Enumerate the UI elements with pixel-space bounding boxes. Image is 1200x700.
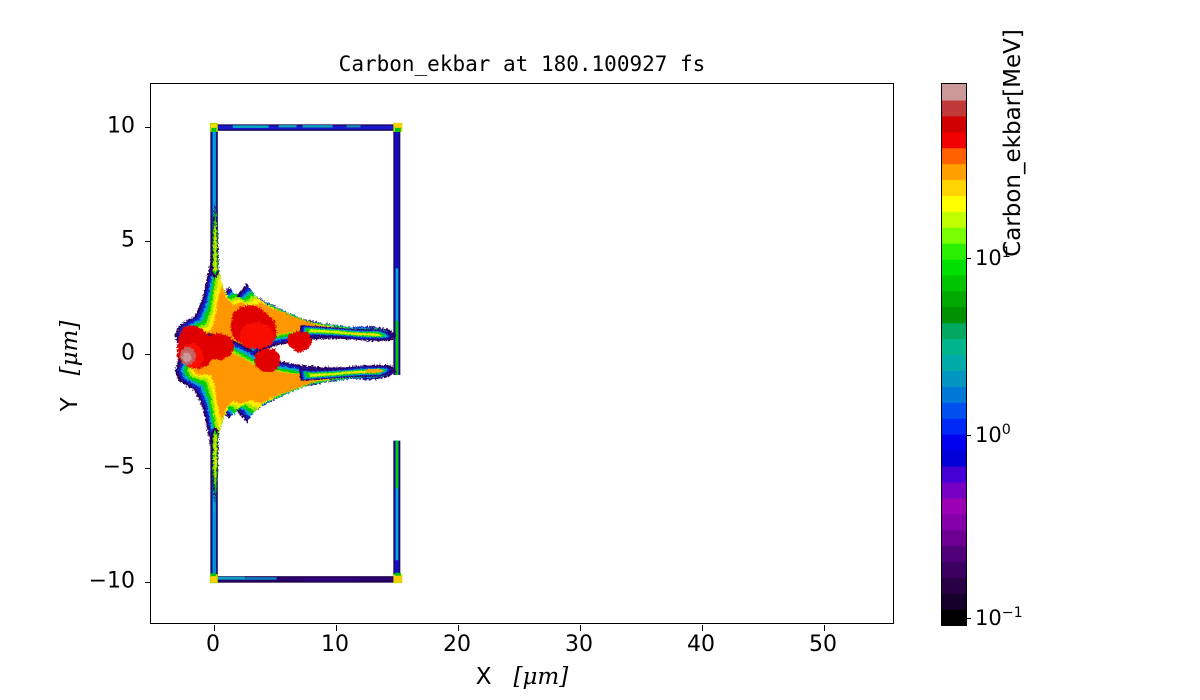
colorbar-label: Carbon_ekbar[MeV] [1000, 0, 1026, 353]
colorbar-band [942, 418, 966, 435]
xtick-label-20: 20 [443, 632, 471, 657]
colorbar-band [942, 449, 966, 467]
corner-hotspots [209, 122, 403, 584]
y-axis-label-unit: [μm] [57, 320, 83, 376]
xtick-mark-0 [214, 625, 216, 631]
ytick-label-n10: −10 [88, 568, 135, 594]
xtick-label-30: 30 [565, 632, 593, 657]
xtick-label-0: 0 [206, 632, 220, 657]
x-axis-label-text: X [475, 664, 492, 690]
ytick-mark-5 [145, 241, 151, 243]
colorbar-label-text: Carbon_ekbar [1000, 96, 1026, 257]
ytick-label-n5: −5 [102, 454, 135, 480]
plot-axes-frame [145, 83, 894, 631]
colorbar-band [942, 227, 966, 244]
colorbar-tick-label-10e0: 100 [975, 422, 1011, 447]
colorbar-band [942, 593, 966, 610]
colorbar-label-unit: [MeV] [1000, 29, 1026, 97]
xtick-label-40: 40 [687, 632, 715, 657]
ytick-label-5: 5 [121, 227, 135, 253]
colorbar-band [942, 322, 966, 340]
target-top-wall [212, 124, 399, 131]
colorbar-band [942, 179, 966, 196]
ytick-label-0: 0 [121, 340, 135, 366]
xtick-mark-50 [824, 625, 826, 631]
colorbar-band [942, 115, 966, 133]
colorbar-band [942, 545, 966, 562]
colorbar-band [942, 465, 966, 483]
heatmap-plot-area [174, 122, 403, 584]
upper-jet [298, 325, 395, 341]
colorbar-band [942, 195, 966, 212]
colorbar-tick-label-10en1: 10−1 [975, 605, 1023, 630]
y-axis-label: Y [μm] [57, 286, 83, 446]
colorbar-band [942, 99, 966, 117]
colorbar-band [942, 147, 966, 165]
colorbar-band [942, 402, 966, 419]
colorbar-tick-mark-10e1 [966, 258, 971, 260]
colorbar-band [942, 243, 966, 260]
target-right-wall-upper [393, 126, 401, 375]
colorbar-band [942, 338, 966, 356]
colorbar-band [942, 274, 966, 292]
colorbar-band [942, 513, 966, 531]
colorbar-band [942, 306, 966, 324]
ytick-mark-n5 [145, 468, 151, 470]
target-bottom-wall [212, 576, 399, 583]
ytick-label-10: 10 [107, 113, 135, 139]
x-axis-label-unit: [μm] [513, 664, 569, 690]
xtick-mark-30 [580, 625, 582, 631]
colorbar-band [942, 354, 966, 372]
colorbar-band [942, 577, 966, 594]
page-title: Carbon_ekbar at 180.100927 fs [338, 52, 706, 76]
colorbar-tick-mark-10e0 [966, 435, 971, 437]
colorbar-band [942, 497, 966, 515]
target-right-wall-lower [393, 440, 401, 581]
colorbar-band [942, 370, 966, 387]
xtick-mark-10 [336, 625, 338, 631]
xtick-mark-40 [702, 625, 704, 631]
colorbar-gradient [941, 83, 967, 626]
xtick-label-10: 10 [321, 632, 349, 657]
xtick-mark-20 [458, 625, 460, 631]
ytick-mark-10 [145, 127, 151, 129]
colorbar-band [942, 561, 966, 578]
colorbar-band [942, 529, 966, 547]
lower-jet [298, 365, 395, 381]
colorbar-band [942, 84, 966, 101]
x-axis-label: X [μm] [150, 664, 894, 690]
colorbar-band [942, 609, 966, 625]
colorbar-band [942, 259, 966, 276]
colorbar-tick-mark-10en1 [966, 618, 971, 620]
colorbar-band [942, 290, 966, 308]
colorbar-band [942, 163, 966, 181]
colorbar-band [942, 211, 966, 228]
colorbar-band [942, 131, 966, 149]
colorbar-band [942, 434, 966, 451]
colorbar-band [942, 481, 966, 499]
y-axis-label-text: Y [57, 397, 83, 412]
colorbar[interactable]: 101 100 10−1 [941, 83, 1023, 630]
ytick-mark-n10 [145, 582, 151, 584]
colorbar-band [942, 386, 966, 403]
xtick-label-50: 50 [809, 632, 837, 657]
ytick-mark-0 [145, 354, 151, 356]
colorbar-tick-label-10e1: 101 [975, 245, 1011, 270]
